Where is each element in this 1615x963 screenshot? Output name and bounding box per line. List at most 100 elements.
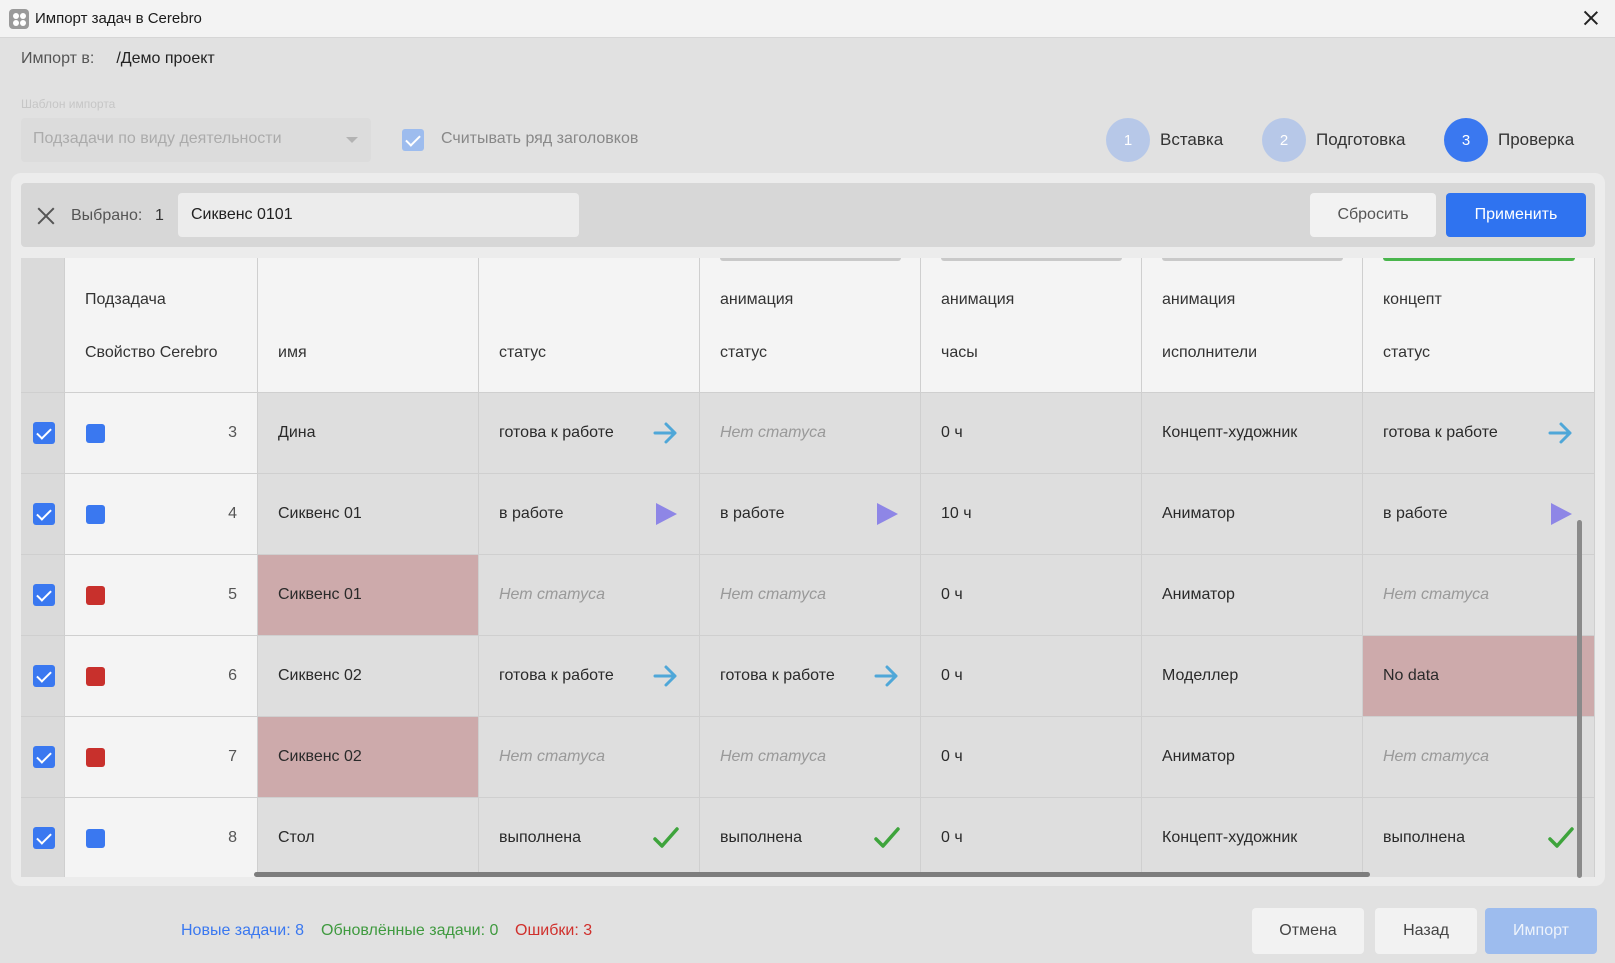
- animation-hours-cell[interactable]: 0 ч: [921, 717, 1142, 798]
- row-index-cell: 4: [65, 474, 258, 555]
- cell-value: Концепт-художник: [1162, 424, 1298, 441]
- cell-value: Нет статуса: [499, 748, 605, 765]
- row-check-cell: [21, 798, 65, 877]
- step-insert[interactable]: 1 Вставка: [1106, 118, 1223, 162]
- read-headers-checkbox[interactable]: [402, 129, 424, 151]
- animation-performer-cell[interactable]: Аниматор: [1142, 555, 1363, 636]
- cell-value: готова к работе: [499, 667, 614, 684]
- task-name-cell[interactable]: Сиквенс 02: [258, 636, 479, 717]
- column-header-field: Свойство Cerebro: [85, 344, 218, 361]
- import-to-path: /Демо проект: [116, 50, 215, 67]
- row-checkbox[interactable]: [33, 584, 55, 606]
- animation-status-cell[interactable]: Нет статуса: [700, 555, 921, 636]
- animation-status-cell[interactable]: готова к работе: [700, 636, 921, 717]
- cell-value: Дина: [278, 424, 316, 441]
- cell-value: Нет статуса: [720, 424, 826, 441]
- status-cell[interactable]: Нет статуса: [479, 555, 700, 636]
- header-check-cell: [21, 258, 65, 393]
- column-header-field: статус: [499, 344, 547, 361]
- preview-table: Подзадача Свойство Cerebro имя статус анимац…: [21, 258, 1595, 877]
- row-checkbox[interactable]: [33, 422, 55, 444]
- task-name-cell[interactable]: Сиквенс 02: [258, 717, 479, 798]
- animation-status-cell[interactable]: выполнена: [700, 798, 921, 877]
- cell-value: Нет статуса: [1383, 748, 1489, 765]
- step-label: Проверка: [1498, 130, 1575, 149]
- animation-status-cell[interactable]: Нет статуса: [700, 393, 921, 474]
- task-name-cell[interactable]: Стол: [258, 798, 479, 877]
- apply-button[interactable]: Применить: [1446, 193, 1586, 237]
- column-header: анимация часы: [921, 258, 1142, 393]
- task-name-cell[interactable]: Сиквенс 01: [258, 555, 479, 636]
- concept-status-cell[interactable]: Нет статуса: [1363, 717, 1595, 798]
- concept-status-cell[interactable]: Нет статуса: [1363, 555, 1595, 636]
- horizontal-scrollbar[interactable]: [254, 872, 1370, 877]
- animation-performer-cell[interactable]: Аниматор: [1142, 717, 1363, 798]
- reset-button[interactable]: Сбросить: [1310, 193, 1436, 237]
- concept-status-cell[interactable]: выполнена: [1363, 798, 1595, 877]
- import-button[interactable]: Импорт: [1485, 908, 1597, 954]
- cancel-button[interactable]: Отмена: [1252, 908, 1364, 954]
- status-cell[interactable]: выполнена: [479, 798, 700, 877]
- animation-hours-cell[interactable]: 0 ч: [921, 798, 1142, 877]
- cell-value: Аниматор: [1162, 505, 1235, 522]
- step-label: Вставка: [1160, 130, 1224, 149]
- animation-performer-cell[interactable]: Моделлер: [1142, 636, 1363, 717]
- column-header-field: статус: [1383, 344, 1431, 361]
- play-icon: [1551, 503, 1572, 525]
- step-label: Подготовка: [1316, 130, 1406, 149]
- status-cell[interactable]: в работе: [479, 474, 700, 555]
- row-checkbox[interactable]: [33, 827, 55, 849]
- cell-value: 10 ч: [941, 505, 972, 522]
- template-select[interactable]: Подзадачи по виду деятельности: [21, 118, 371, 162]
- animation-status-cell[interactable]: в работе: [700, 474, 921, 555]
- animation-performer-cell[interactable]: Концепт-художник: [1142, 798, 1363, 877]
- row-checkbox[interactable]: [33, 746, 55, 768]
- column-header-field: статус: [720, 344, 768, 361]
- row-check-cell: [21, 636, 65, 717]
- column-header-field: имя: [278, 344, 307, 361]
- task-name-cell[interactable]: Дина: [258, 393, 479, 474]
- column-header-group: концепт: [1383, 291, 1442, 308]
- concept-status-cell[interactable]: в работе: [1363, 474, 1595, 555]
- row-color-indicator: [86, 505, 105, 524]
- row-check-cell: [21, 474, 65, 555]
- import-to-label: Импорт в:: [21, 50, 95, 67]
- cell-value: 0 ч: [941, 667, 963, 684]
- vertical-scrollbar[interactable]: [1577, 520, 1582, 878]
- animation-status-cell[interactable]: Нет статуса: [700, 717, 921, 798]
- status-cell[interactable]: готова к работе: [479, 636, 700, 717]
- step-number: 1: [1106, 118, 1150, 162]
- concept-status-cell[interactable]: No data: [1363, 636, 1595, 717]
- row-number: 6: [228, 667, 237, 684]
- animation-hours-cell[interactable]: 0 ч: [921, 393, 1142, 474]
- step-check[interactable]: 3 Проверка: [1444, 118, 1574, 162]
- row-color-indicator: [86, 586, 105, 605]
- animation-performer-cell[interactable]: Аниматор: [1142, 474, 1363, 555]
- status-cell[interactable]: готова к работе: [479, 393, 700, 474]
- selection-value-input[interactable]: [178, 193, 579, 237]
- cell-value: выполнена: [499, 829, 582, 846]
- cell-value: No data: [1383, 667, 1440, 684]
- column-status-bar: [941, 258, 1122, 261]
- close-icon[interactable]: [1581, 8, 1601, 28]
- status-cell[interactable]: Нет статуса: [479, 717, 700, 798]
- cell-value: выполнена: [720, 829, 803, 846]
- clear-selection-icon[interactable]: [35, 205, 57, 227]
- concept-status-cell[interactable]: готова к работе: [1363, 393, 1595, 474]
- row-color-indicator: [86, 424, 105, 443]
- row-checkbox[interactable]: [33, 503, 55, 525]
- animation-hours-cell[interactable]: 10 ч: [921, 474, 1142, 555]
- animation-hours-cell[interactable]: 0 ч: [921, 636, 1142, 717]
- animation-performer-cell[interactable]: Концепт-художник: [1142, 393, 1363, 474]
- window-titlebar: Импорт задач в Cerebro: [0, 0, 1615, 38]
- task-name-cell[interactable]: Сиквенс 01: [258, 474, 479, 555]
- cell-value: 0 ч: [941, 829, 963, 846]
- animation-hours-cell[interactable]: 0 ч: [921, 555, 1142, 636]
- cell-value: Нет статуса: [720, 586, 826, 603]
- back-button[interactable]: Назад: [1375, 908, 1477, 954]
- import-target: Импорт в: /Демо проект: [21, 50, 215, 68]
- step-prepare[interactable]: 2 Подготовка: [1262, 118, 1405, 162]
- check-icon: [874, 827, 900, 848]
- row-checkbox[interactable]: [33, 665, 55, 687]
- check-icon: [1548, 827, 1574, 848]
